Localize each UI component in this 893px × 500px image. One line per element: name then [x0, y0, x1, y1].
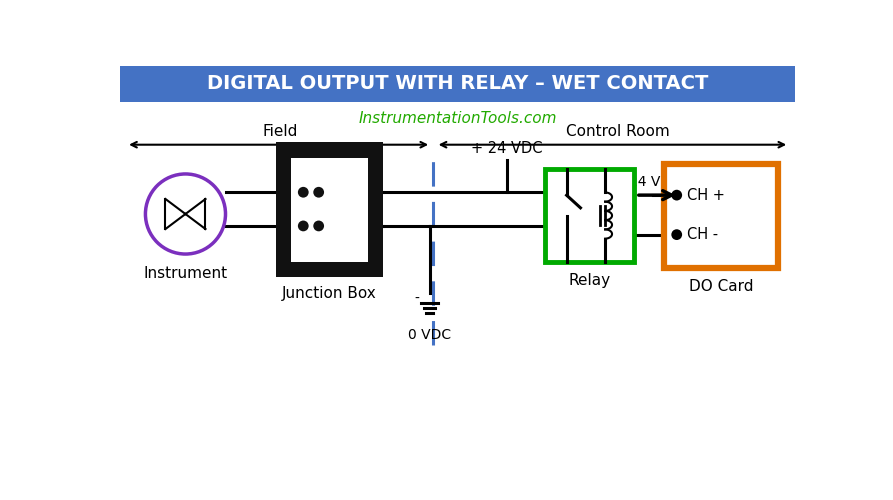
Text: 24 VDC: 24 VDC: [630, 175, 681, 189]
Text: -: -: [415, 292, 420, 306]
Circle shape: [313, 220, 324, 232]
Text: CH +: CH +: [687, 188, 724, 202]
Text: Control Room: Control Room: [565, 124, 670, 140]
Text: CH -: CH -: [687, 227, 718, 242]
Bar: [291, 158, 368, 262]
Text: DIGITAL OUTPUT WITH RELAY – WET CONTACT: DIGITAL OUTPUT WITH RELAY – WET CONTACT: [207, 74, 708, 94]
Text: Instrument: Instrument: [144, 266, 228, 280]
Circle shape: [298, 220, 309, 232]
Bar: [120, 66, 796, 102]
Circle shape: [298, 187, 309, 198]
Text: Field: Field: [263, 124, 297, 140]
Text: DO Card: DO Card: [689, 278, 754, 293]
Text: 0 VDC: 0 VDC: [408, 328, 451, 342]
Circle shape: [672, 229, 682, 240]
Text: Junction Box: Junction Box: [282, 286, 377, 302]
Text: Relay: Relay: [568, 272, 611, 287]
Bar: [276, 142, 383, 277]
Bar: [545, 170, 634, 262]
Circle shape: [672, 190, 682, 200]
Text: + 24 VDC: + 24 VDC: [471, 141, 542, 156]
Bar: [664, 164, 779, 268]
Text: InstrumentationTools.com: InstrumentationTools.com: [358, 111, 557, 126]
Circle shape: [313, 187, 324, 198]
